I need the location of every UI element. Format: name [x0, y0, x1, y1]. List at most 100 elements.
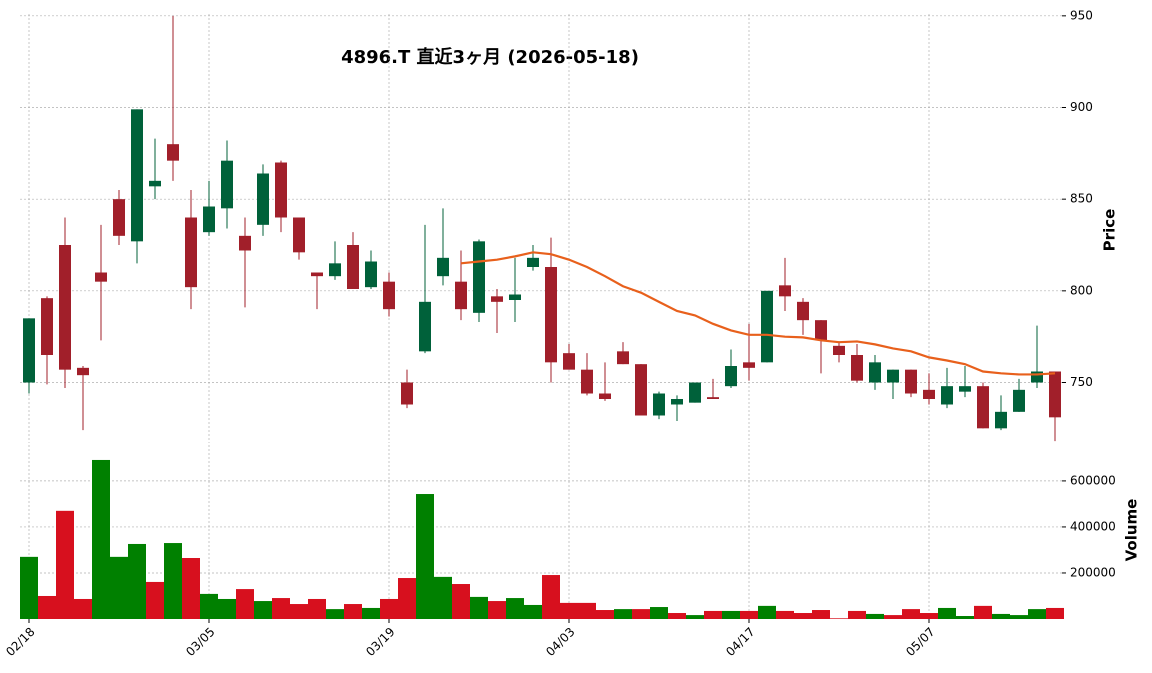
volume-bar	[488, 601, 506, 619]
candle-body	[401, 382, 413, 405]
candle-body	[689, 382, 701, 403]
y-tick-label: 900	[1070, 100, 1093, 114]
volume-bar	[992, 613, 1010, 619]
volume-bar	[596, 610, 614, 619]
candle-body	[509, 294, 521, 300]
candle-body	[887, 369, 899, 383]
volume-bar	[938, 607, 956, 619]
volume-bar	[290, 604, 308, 619]
volume-bar	[470, 596, 488, 619]
candle-body	[905, 369, 917, 394]
volume-bar	[794, 613, 812, 619]
candle-body	[635, 364, 647, 416]
candle-body	[527, 257, 539, 267]
y-tick-label: 850	[1070, 192, 1093, 206]
candle-body	[437, 257, 449, 277]
candle-body	[59, 245, 71, 370]
volume-bar	[866, 613, 884, 619]
candle-body	[167, 144, 179, 161]
candle-body	[617, 351, 629, 365]
volume-bar	[434, 576, 452, 619]
volume-bar	[524, 604, 542, 619]
volume-bar	[848, 610, 866, 619]
volume-bar	[416, 494, 434, 619]
candle-body	[851, 355, 863, 381]
candle-body	[149, 180, 161, 187]
volume-bar	[614, 609, 632, 619]
volume-bar	[830, 618, 848, 619]
y-axis-label: Volume	[1123, 499, 1141, 562]
x-tick-label: 03/05	[183, 625, 217, 659]
candle-body	[1031, 371, 1043, 383]
volume-bar	[110, 556, 128, 619]
volume-bar	[902, 609, 920, 619]
volume-bar	[884, 615, 902, 619]
candle-body	[797, 301, 809, 321]
chart-title: 4896.T 直近3ヶ月 (2026-05-18)	[341, 46, 639, 68]
candle-body	[293, 217, 305, 253]
x-tick-label: 03/19	[363, 625, 397, 659]
candle-body	[1013, 389, 1025, 412]
volume-bar	[20, 556, 38, 619]
candle-body	[77, 367, 89, 376]
candle-body	[599, 393, 611, 399]
candle-body	[347, 245, 359, 289]
volume-bar	[1010, 615, 1028, 619]
volume-bar	[542, 575, 560, 619]
candle-body	[779, 285, 791, 297]
candle-body	[941, 386, 953, 405]
volume-bar	[1028, 609, 1046, 619]
candle-body	[275, 162, 287, 218]
candle-body	[221, 160, 233, 209]
volume-bar	[650, 607, 668, 619]
candle-body	[203, 206, 215, 233]
volume-bar	[920, 613, 938, 619]
candle-body	[257, 173, 269, 225]
x-tick-label: 04/03	[543, 625, 577, 659]
candle-body	[653, 393, 665, 416]
candle-body	[329, 263, 341, 277]
candle-body	[725, 366, 737, 387]
volume-bar	[560, 602, 578, 619]
x-tick-label: 02/18	[3, 625, 37, 659]
candle-body	[707, 397, 719, 399]
candle-body	[995, 411, 1007, 429]
candle-body	[131, 109, 143, 242]
candle-body	[977, 386, 989, 429]
candle-body	[743, 362, 755, 368]
volume-bar	[272, 598, 290, 619]
candle-body	[383, 281, 395, 310]
candle-body	[185, 217, 197, 288]
x-tick-label: 05/07	[903, 625, 937, 659]
candle-body	[563, 353, 575, 370]
candle-body	[815, 320, 827, 341]
y-tick-label: 600000	[1070, 473, 1116, 487]
candle-body	[671, 399, 683, 405]
volume-bar	[722, 610, 740, 619]
volume-bar	[38, 595, 56, 619]
volume-bar	[236, 589, 254, 619]
volume-bar	[218, 598, 236, 619]
volume-bar	[362, 607, 380, 619]
candle-body	[959, 386, 971, 392]
volume-bar	[578, 602, 596, 619]
y-tick-label: 200000	[1070, 565, 1116, 579]
candle-body	[239, 235, 251, 251]
candle-body	[833, 345, 845, 355]
volume-bar	[146, 581, 164, 619]
y-tick-label: 400000	[1070, 519, 1116, 533]
volume-bar	[686, 615, 704, 619]
y-axis-label: Price	[1101, 209, 1119, 252]
y-tick-label: 800	[1070, 283, 1093, 297]
volume-bar	[452, 584, 470, 619]
candle-body	[95, 272, 107, 282]
volume-bar	[56, 510, 74, 619]
y-tick-label: 950	[1070, 8, 1093, 22]
candle-body	[545, 267, 557, 363]
candle-body	[491, 296, 503, 302]
volume-bar	[704, 610, 722, 619]
volume-bar	[92, 459, 110, 619]
candle-body	[869, 362, 881, 383]
volume-bar	[632, 609, 650, 619]
candle-body	[761, 290, 773, 363]
